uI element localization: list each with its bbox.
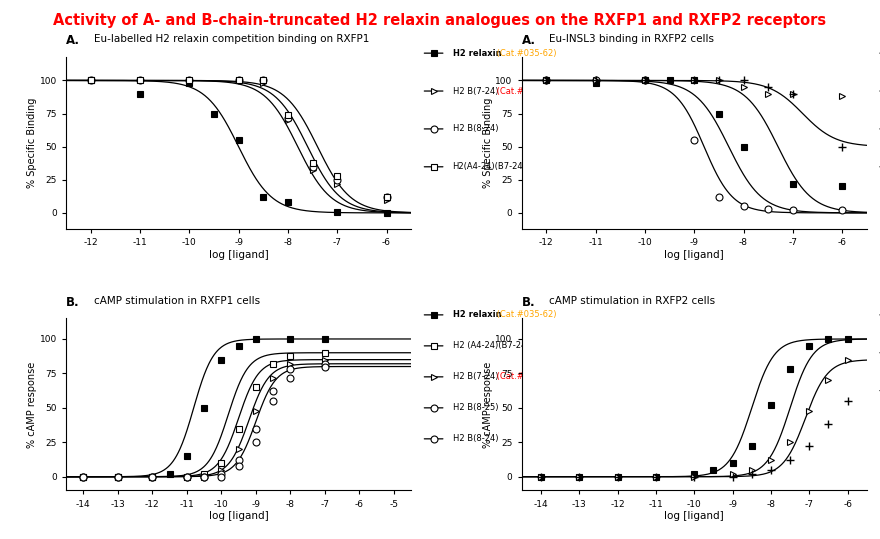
Text: cAMP stimulation in RXFP1 cells: cAMP stimulation in RXFP1 cells (93, 296, 260, 306)
Text: H2 B(7-24): H2 B(7-24) (452, 87, 498, 95)
Text: H2 B(7-24) (Cat.#035-88): H2 B(7-24) (Cat.#035-88) (452, 87, 561, 95)
X-axis label: log [ligand]: log [ligand] (209, 250, 268, 260)
Text: B.: B. (66, 296, 79, 309)
Text: H2 relaxin (Cat.#035-62): H2 relaxin (Cat.#035-62) (452, 310, 558, 320)
Text: Eu-labelled H2 relaxin competition binding on RXFP1: Eu-labelled H2 relaxin competition bindi… (93, 34, 369, 44)
X-axis label: log [ligand]: log [ligand] (209, 512, 268, 521)
Text: A.: A. (66, 34, 80, 47)
Y-axis label: % cAMP response: % cAMP response (482, 361, 493, 447)
Text: (Cat.#035-88): (Cat.#035-88) (494, 372, 557, 382)
Text: H2 B(7-24) (Cat.#035-88): H2 B(7-24) (Cat.#035-88) (452, 372, 561, 382)
Text: Eu-INSL3 binding in RXFP2 cells: Eu-INSL3 binding in RXFP2 cells (549, 34, 715, 44)
Text: (Cat.#035-62): (Cat.#035-62) (494, 310, 556, 320)
Text: H2 B(8-25): H2 B(8-25) (452, 403, 498, 412)
Text: H2 relaxin (Cat.#035-62): H2 relaxin (Cat.#035-62) (452, 49, 558, 58)
Text: H2 (A4-24)(B7-24): H2 (A4-24)(B7-24) (452, 341, 529, 350)
Text: (Cat.#035-88): (Cat.#035-88) (494, 87, 557, 95)
Text: (Cat.#035-62): (Cat.#035-62) (494, 49, 556, 58)
X-axis label: log [ligand]: log [ligand] (664, 250, 724, 260)
Y-axis label: % Specific Binding: % Specific Binding (482, 98, 493, 188)
Text: Activity of A- and B-chain-truncated H2 relaxin analogues on the RXFP1 and RXFP2: Activity of A- and B-chain-truncated H2 … (54, 13, 826, 29)
Text: H2 relaxin: H2 relaxin (452, 49, 502, 58)
Text: (Cat.#035-77): (Cat.#035-77) (519, 162, 582, 171)
Text: B.: B. (522, 296, 535, 309)
Y-axis label: % Specific Binding: % Specific Binding (27, 98, 37, 188)
Text: H2 (A4-24)(B7-24) (Cat.#035-77): H2 (A4-24)(B7-24) (Cat.#035-77) (452, 341, 591, 350)
Text: (Cat.#035-77): (Cat.#035-77) (523, 341, 585, 350)
Text: H2 B(7-24): H2 B(7-24) (452, 372, 498, 382)
Text: H2(A4-24)(B7-24) (Cat.#035-77): H2(A4-24)(B7-24) (Cat.#035-77) (452, 162, 589, 171)
Text: H2 relaxin: H2 relaxin (452, 310, 502, 320)
X-axis label: log [ligand]: log [ligand] (664, 512, 724, 521)
Text: H2(A4-24)(B7-24): H2(A4-24)(B7-24) (452, 162, 526, 171)
Text: H2 B(8-24): H2 B(8-24) (452, 434, 498, 444)
Y-axis label: % cAMP response: % cAMP response (27, 361, 37, 447)
Text: cAMP stimulation in RXFP2 cells: cAMP stimulation in RXFP2 cells (549, 296, 715, 306)
Text: H2 B(8-24): H2 B(8-24) (452, 125, 498, 134)
Text: A.: A. (522, 34, 536, 47)
